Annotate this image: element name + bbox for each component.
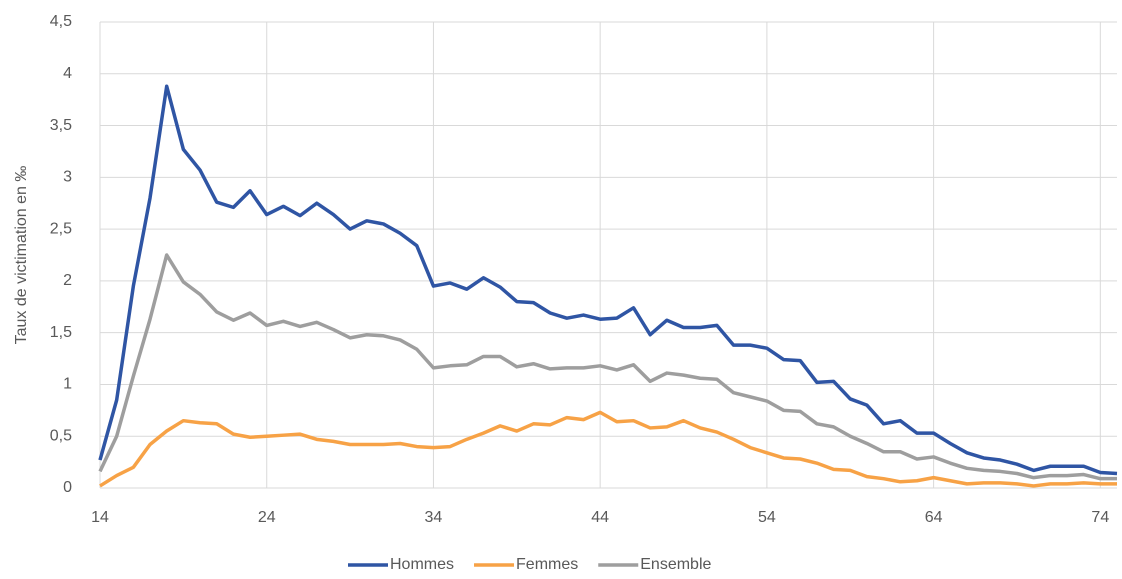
legend-label: Ensemble (640, 556, 711, 573)
y-tick-label: 2 (63, 272, 72, 289)
x-tick-label: 14 (91, 509, 109, 526)
x-tick-label: 74 (1091, 509, 1109, 526)
x-tick-label: 44 (591, 509, 609, 526)
y-tick-label: 3,5 (50, 117, 72, 134)
line (98, 84, 1118, 476)
y-tick-label: 0 (63, 479, 72, 496)
x-tick-label: 34 (425, 509, 443, 526)
line (99, 410, 1117, 488)
legend-label: Hommes (390, 556, 454, 573)
y-axis-label: Taux de victimation en ‰ (13, 166, 30, 345)
y-tick-label: 3 (63, 169, 72, 186)
x-tick-label: 64 (925, 509, 943, 526)
legend-label: Femmes (516, 556, 578, 573)
y-tick-label: 4,5 (50, 13, 72, 30)
y-tick-label: 1 (63, 376, 72, 393)
y-tick-label: 2,5 (50, 220, 72, 237)
x-tick-label: 24 (258, 509, 276, 526)
x-tick-label: 54 (758, 509, 776, 526)
y-tick-label: 4 (63, 65, 72, 82)
line (98, 253, 1117, 481)
y-tick-label: 0,5 (50, 427, 72, 444)
y-tick-label: 1,5 (50, 324, 72, 341)
